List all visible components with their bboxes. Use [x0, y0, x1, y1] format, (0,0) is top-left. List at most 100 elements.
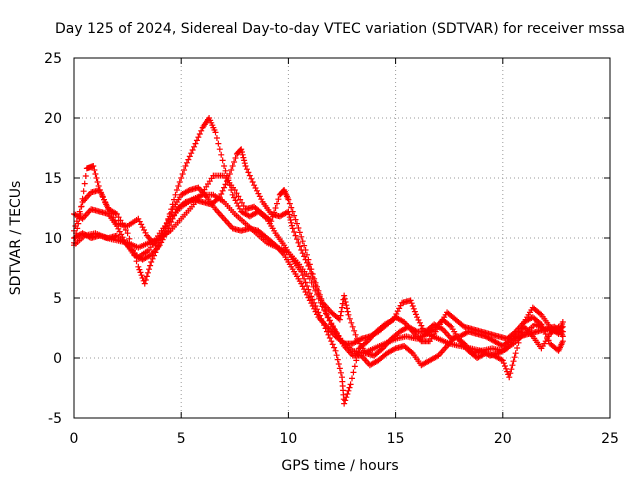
data-point	[287, 217, 294, 223]
data-point	[249, 179, 256, 185]
data-point	[346, 384, 353, 391]
data-point	[293, 220, 300, 227]
data-point	[189, 147, 196, 153]
data-point	[345, 387, 352, 394]
data-point	[232, 197, 239, 204]
y-tick-label: 0	[53, 351, 62, 367]
data-point	[240, 154, 247, 161]
data-point	[243, 166, 250, 173]
data-point	[215, 140, 222, 147]
data-point	[286, 211, 293, 218]
data-point	[162, 224, 169, 231]
data-point	[219, 157, 226, 164]
data-point	[306, 261, 313, 268]
data-point	[337, 312, 344, 319]
data-point	[308, 266, 315, 273]
data-point	[538, 321, 545, 328]
data-point	[245, 169, 252, 176]
data-point	[515, 339, 522, 346]
data-point	[299, 283, 306, 290]
data-point	[235, 203, 242, 209]
data-point	[256, 193, 263, 200]
data-point	[183, 159, 190, 166]
data-point	[242, 163, 249, 169]
data-point	[147, 262, 154, 269]
data-point	[396, 305, 403, 312]
data-point	[138, 272, 145, 279]
data-point	[218, 151, 225, 158]
data-point	[238, 149, 245, 155]
data-point	[311, 305, 318, 312]
data-point	[269, 213, 276, 220]
x-tick-label: 0	[70, 431, 79, 447]
data-point	[504, 368, 511, 375]
data-point	[302, 279, 309, 286]
data-point	[510, 358, 517, 365]
data-point	[246, 172, 253, 179]
data-point	[333, 352, 340, 359]
data-point	[237, 196, 244, 203]
data-point	[298, 233, 305, 240]
data-point	[348, 319, 355, 326]
data-point	[408, 300, 415, 307]
data-point	[342, 299, 349, 305]
data-point	[499, 357, 506, 364]
data-point	[186, 153, 193, 160]
data-point	[308, 300, 315, 307]
data-point	[325, 331, 332, 338]
data-point	[241, 157, 248, 164]
data-point	[416, 319, 423, 326]
data-point	[188, 150, 195, 157]
data-point	[116, 228, 123, 235]
data-point	[302, 247, 309, 253]
y-tick-label: 25	[44, 51, 62, 67]
data-point	[292, 232, 299, 239]
data-point	[351, 363, 358, 370]
data-point	[299, 272, 306, 279]
data-point	[255, 190, 262, 197]
data-point	[309, 303, 316, 309]
data-point	[222, 167, 229, 174]
data-point	[409, 303, 416, 309]
data-point	[503, 365, 510, 372]
data-point	[318, 295, 325, 302]
data-point	[142, 229, 149, 236]
data-point	[92, 171, 99, 177]
data-point	[141, 227, 148, 233]
data-point	[286, 200, 293, 207]
data-point	[508, 366, 515, 373]
data-point	[136, 266, 143, 273]
x-tick-label: 25	[601, 431, 619, 447]
y-tick-label: 15	[44, 171, 62, 187]
data-point	[176, 179, 183, 185]
data-point	[172, 209, 179, 216]
y-tick-label: 20	[44, 111, 62, 127]
data-point	[289, 208, 296, 215]
data-point	[272, 205, 279, 211]
data-point	[172, 191, 179, 198]
data-point	[168, 219, 175, 225]
data-point	[301, 286, 308, 293]
data-point	[293, 236, 300, 243]
data-point	[326, 335, 333, 341]
data-point	[291, 212, 298, 219]
data-point	[305, 256, 312, 263]
data-point	[193, 137, 200, 144]
data-point	[173, 187, 180, 193]
data-point	[501, 363, 508, 369]
data-point	[94, 179, 101, 185]
data-point	[299, 250, 306, 257]
data-point	[292, 216, 299, 223]
data-point	[407, 297, 414, 304]
data-point	[295, 239, 302, 246]
data-point	[345, 311, 352, 318]
data-point	[166, 222, 173, 229]
data-point	[559, 328, 566, 335]
data-point	[289, 225, 296, 232]
data-point	[341, 295, 348, 302]
data-point	[228, 167, 235, 173]
data-point	[182, 163, 189, 169]
data-point	[72, 223, 79, 229]
data-point	[559, 319, 566, 325]
data-point	[179, 171, 186, 177]
